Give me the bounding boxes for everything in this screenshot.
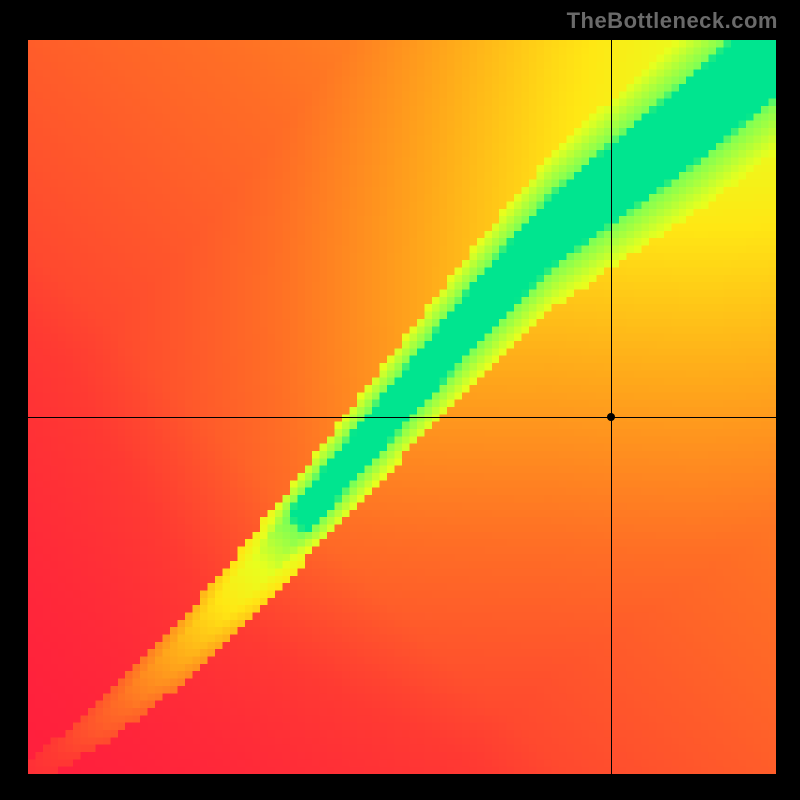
bottleneck-heatmap <box>28 40 776 774</box>
crosshair-horizontal <box>28 417 776 418</box>
crosshair-marker <box>607 413 615 421</box>
heatmap-canvas <box>28 40 776 774</box>
watermark-text: TheBottleneck.com <box>567 8 778 34</box>
crosshair-vertical <box>611 40 612 774</box>
